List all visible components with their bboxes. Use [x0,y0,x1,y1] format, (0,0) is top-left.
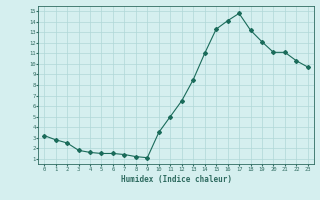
X-axis label: Humidex (Indice chaleur): Humidex (Indice chaleur) [121,175,231,184]
